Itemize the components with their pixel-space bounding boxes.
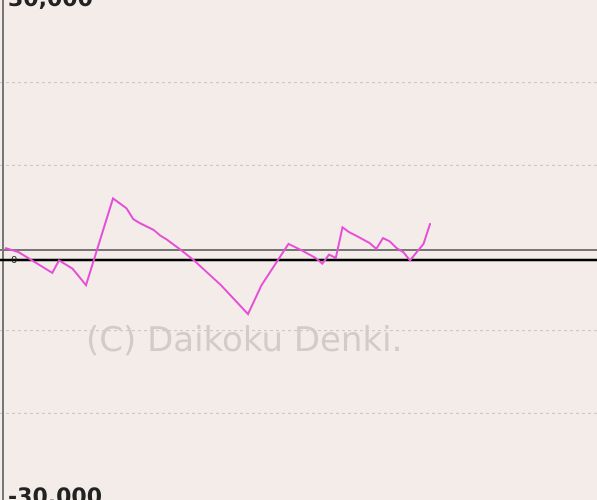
zero-label: 0 bbox=[11, 255, 17, 266]
series-line bbox=[4, 196, 432, 316]
y-tick-label-bottom: -30,000 bbox=[8, 485, 102, 500]
watermark-text: (C) Daikoku Denki. bbox=[86, 320, 402, 360]
y-tick-label-top: 30,000 bbox=[8, 0, 93, 12]
